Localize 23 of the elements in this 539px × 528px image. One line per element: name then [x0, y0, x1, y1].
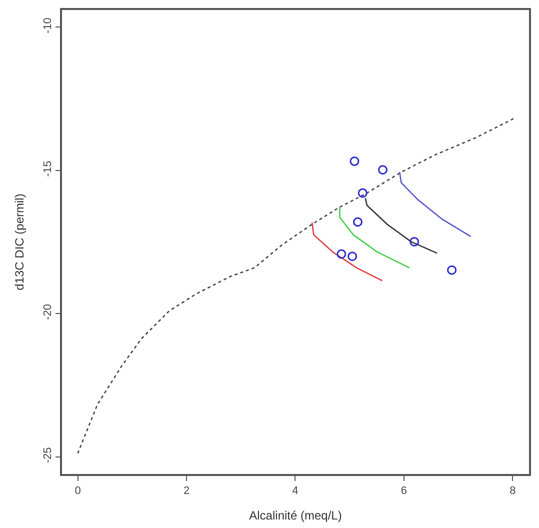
y-tick-label: -25 [42, 447, 54, 464]
line-series [311, 222, 383, 282]
x-tick-label: 0 [74, 484, 81, 497]
y-axis-title: d13C DIC (permil) [12, 194, 27, 290]
point [410, 236, 420, 246]
point [348, 252, 358, 262]
x-axis-title: Alcalinité (meq/L) [249, 508, 342, 522]
point [358, 188, 368, 198]
y-tick-label: -15 [42, 160, 54, 177]
point [353, 217, 362, 227]
x-tick-label: 2 [183, 484, 190, 497]
y-tick-label: -10 [42, 18, 54, 34]
line-series [77, 118, 514, 454]
line-series [339, 206, 410, 268]
y-tick-label: -20 [42, 304, 54, 320]
point [350, 156, 360, 166]
line-series [398, 171, 472, 238]
point [336, 249, 346, 259]
point [447, 265, 457, 275]
x-tick-label: 6 [400, 484, 408, 497]
x-tick-label: 4 [292, 484, 298, 497]
point [378, 165, 388, 175]
x-tick-label: 8 [510, 484, 516, 497]
